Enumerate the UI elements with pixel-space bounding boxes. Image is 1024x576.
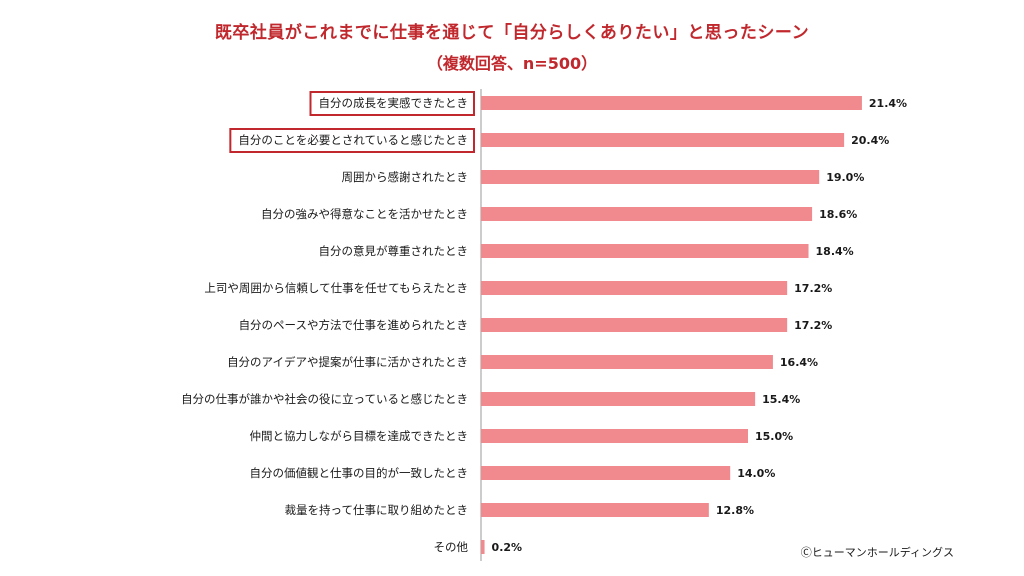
category-label: 自分のことを必要とされていると感じたとき bbox=[238, 133, 468, 147]
value-label: 21.4% bbox=[869, 97, 907, 110]
category-label: 自分の成長を実感できたとき bbox=[319, 96, 469, 110]
category-label: 仲間と協力しながら目標を達成できたとき bbox=[250, 429, 469, 443]
value-label: 12.8% bbox=[716, 504, 754, 517]
bar bbox=[481, 244, 809, 258]
bar bbox=[481, 281, 788, 295]
copyright-notice: Ⓒヒューマンホールディングス bbox=[800, 546, 954, 559]
category-label: 上司や周囲から信頼して仕事を任せてもらえたとき bbox=[204, 281, 468, 295]
chart-subtitle: （複数回答、n=500） bbox=[426, 54, 598, 73]
bar bbox=[481, 207, 813, 221]
bar bbox=[481, 96, 862, 110]
bar bbox=[481, 170, 820, 184]
bar bbox=[481, 540, 485, 554]
category-label: その他 bbox=[434, 540, 469, 554]
bar bbox=[481, 133, 845, 147]
value-label: 0.2% bbox=[492, 541, 523, 554]
bar bbox=[481, 429, 748, 443]
category-label: 裁量を持って仕事に取り組めたとき bbox=[285, 503, 468, 517]
value-label: 17.2% bbox=[794, 319, 832, 332]
value-label: 17.2% bbox=[794, 282, 832, 295]
value-label: 20.4% bbox=[851, 134, 889, 147]
bar bbox=[481, 466, 731, 480]
highlight-box bbox=[309, 91, 475, 116]
category-label: 自分の強みや得意なことを活かせたとき bbox=[261, 207, 468, 221]
bar bbox=[481, 318, 788, 332]
category-label: 自分の意見が尊重されたとき bbox=[319, 244, 469, 258]
highlight-box bbox=[229, 128, 475, 153]
bar bbox=[481, 392, 756, 406]
value-label: 19.0% bbox=[826, 171, 864, 184]
chart-title: 既卒社員がこれまでに仕事を通じて「自分らしくありたい」と思ったシーン bbox=[214, 23, 810, 43]
value-label: 16.4% bbox=[780, 356, 818, 369]
category-label: 自分の仕事が誰かや社会の役に立っていると感じたとき bbox=[181, 392, 468, 406]
category-label: 自分のアイデアや提案が仕事に活かされたとき bbox=[227, 355, 468, 369]
value-label: 15.0% bbox=[755, 430, 793, 443]
value-label: 18.6% bbox=[819, 208, 857, 221]
value-label: 15.4% bbox=[762, 393, 800, 406]
value-label: 18.4% bbox=[816, 245, 854, 258]
category-label: 自分のペースや方法で仕事を進められたとき bbox=[239, 318, 468, 332]
bar bbox=[481, 355, 773, 369]
category-label: 自分の価値観と仕事の目的が一致したとき bbox=[250, 466, 469, 480]
value-label: 14.0% bbox=[737, 467, 775, 480]
bar bbox=[481, 503, 709, 517]
category-label: 周囲から感謝されたとき bbox=[342, 170, 469, 184]
